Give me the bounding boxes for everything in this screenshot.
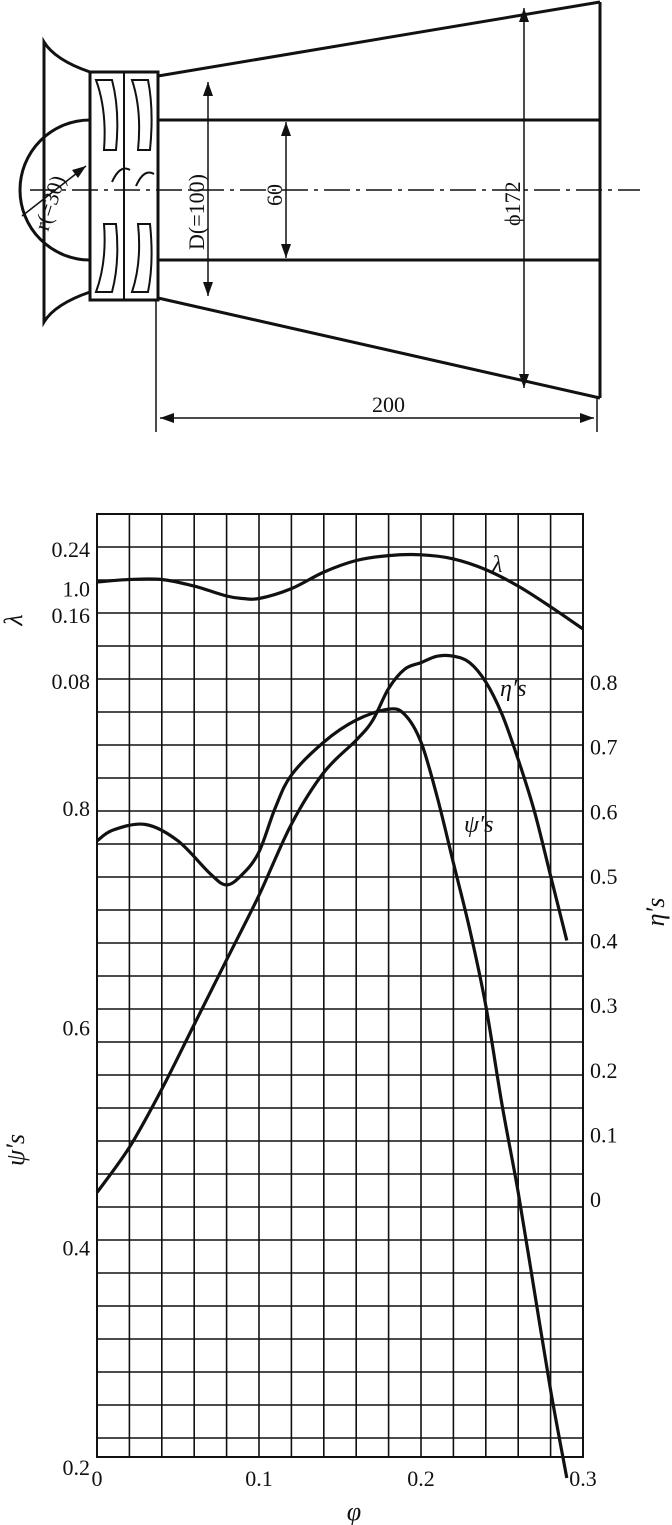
- hub-nose: [18, 118, 91, 262]
- blade-upper-2: [130, 79, 153, 151]
- chart-axis-labels: λ η′s ψ′s φ λ ψ′s η′s: [0, 552, 670, 1525]
- psi-tick-label: 0.2: [63, 1455, 91, 1480]
- blade-lower-2: [130, 223, 153, 293]
- dim-diameter-label: D(=100): [184, 174, 209, 250]
- dim-radius-label: r(=30): [29, 172, 70, 233]
- x-tick-label: 0.1: [245, 1466, 273, 1491]
- series-psi-label: ψ′s: [464, 812, 494, 838]
- eta-axis-label: η′s: [641, 898, 670, 927]
- chart-curves: [95, 552, 584, 1479]
- eta-tick-label: 0.7: [590, 735, 618, 760]
- dim-length-label: 200: [372, 392, 405, 417]
- plot-border: [96, 513, 584, 1458]
- eta-tick-label: 0.6: [590, 799, 618, 824]
- psi-tick-label: 0.6: [63, 1016, 91, 1041]
- chart: 0 0.1 0.2 0.30.080.160.240.20.40.60.81.000.…: [0, 513, 670, 1525]
- eta-tick-label: 0.4: [590, 929, 618, 954]
- psi-axis-label: ψ′s: [1, 1134, 30, 1166]
- diffuser-bottom-wall: [157, 296, 601, 400]
- lambda-axis-label: λ: [0, 614, 28, 626]
- eta-tick-label: 0.8: [590, 670, 618, 695]
- eta-tick-label: 0.5: [590, 864, 618, 889]
- plot-frame: [96, 513, 584, 1458]
- drawing-arrows: [72, 8, 594, 423]
- eta-tick-label: 0: [590, 1187, 601, 1212]
- chart-grid: [96, 513, 584, 1457]
- blade-upper-1: [94, 79, 119, 151]
- series-lambda-label: λ: [491, 552, 502, 578]
- blade-section-1: [111, 167, 131, 183]
- eta-tick-label: 0.1: [590, 1122, 618, 1147]
- blade-lower-1: [94, 223, 119, 293]
- series-eta-line: [95, 653, 569, 1194]
- series-lambda-line: [96, 552, 584, 631]
- lambda-tick-label: 0.24: [52, 537, 91, 562]
- fan-drawing: [18, 0, 640, 432]
- series-eta-label: η′s: [500, 676, 527, 702]
- eta-tick-label: 0.2: [590, 1058, 618, 1083]
- psi-tick-label: 0.4: [63, 1235, 91, 1260]
- blade-section-2: [135, 171, 155, 187]
- dim-outlet-label: ϕ172: [500, 181, 525, 226]
- inlet-bell-top: [42, 36, 91, 328]
- x-tick-label: 0: [92, 1466, 103, 1491]
- series-psi-line: [96, 707, 569, 1479]
- x-axis-label: φ: [347, 1497, 361, 1525]
- psi-tick-label: 0.8: [63, 796, 91, 821]
- lambda-tick-label: 0.16: [52, 603, 91, 628]
- eta-tick-label: 0.3: [590, 993, 618, 1018]
- drawing-labels: r(=30) D(=100) 60 ϕ172 200: [29, 172, 525, 417]
- x-tick-label: 0.3: [569, 1466, 597, 1491]
- dim-hub-label: 60: [262, 184, 287, 206]
- lambda-tick-label: 0.08: [52, 669, 91, 694]
- x-tick-label: 0.2: [407, 1466, 435, 1491]
- psi-tick-label: 1.0: [63, 576, 91, 601]
- chart-ticks: 0 0.1 0.2 0.30.080.160.240.20.40.60.81.000.…: [52, 537, 618, 1491]
- diffuser-top-wall: [157, 0, 601, 78]
